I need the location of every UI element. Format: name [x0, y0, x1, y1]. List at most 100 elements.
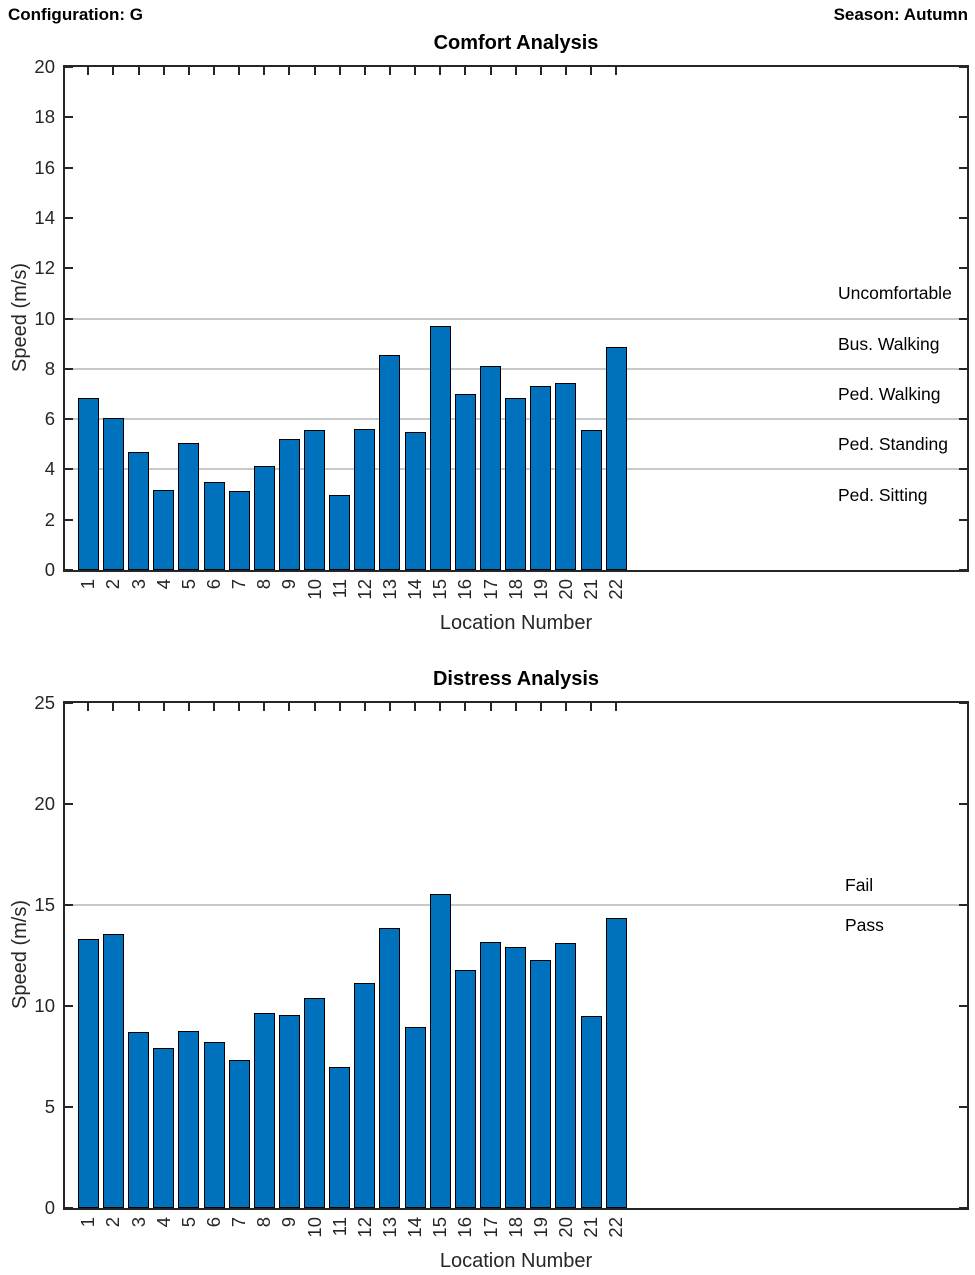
distress-plot-area: 0 5 10 15 20 25 1 2 3 4 5 6 7 8 9 10 11 12 13 14 15 16 17 18 19 2…: [34, 692, 969, 1238]
bar: [77, 939, 99, 1208]
y-tick-mark: [65, 1005, 73, 1007]
y-tick-mark: [65, 904, 73, 906]
bar: [102, 417, 124, 570]
bar: [102, 934, 124, 1208]
y-tick-label: 18: [34, 106, 55, 128]
y-tick-mark: [959, 317, 967, 320]
x-tick-label: 17: [479, 1217, 501, 1238]
bar: [379, 354, 401, 570]
y-tick-label: 0: [44, 559, 55, 580]
y-tick-mark: [959, 1005, 967, 1007]
bar: [454, 969, 476, 1208]
x-tick-mark: [162, 703, 165, 711]
y-tick-mark: [959, 569, 967, 571]
comfort-x-axis-label: Location Number: [439, 612, 593, 634]
x-tick-mark: [238, 67, 241, 75]
x-tick-label: 15: [429, 579, 451, 600]
bar: [228, 490, 250, 570]
x-tick-label: 12: [353, 1217, 375, 1238]
bar: [530, 959, 552, 1208]
bar: [480, 366, 502, 570]
y-tick-mark: [959, 1207, 967, 1209]
bar: [480, 942, 502, 1208]
x-tick-label: 2: [102, 1217, 124, 1228]
x-tick-mark: [238, 703, 241, 711]
bar: [228, 1059, 250, 1208]
y-tick-mark: [959, 468, 967, 471]
x-tick-mark: [514, 703, 517, 711]
x-tick-mark: [564, 67, 567, 75]
x-tick-label: 7: [228, 579, 250, 590]
x-tick-mark: [439, 703, 442, 711]
x-tick-mark: [313, 703, 316, 711]
bar: [605, 918, 627, 1208]
x-tick-mark: [590, 703, 593, 711]
threshold-line: [65, 367, 967, 370]
y-tick-mark: [65, 569, 73, 571]
y-tick-label: 16: [34, 156, 55, 178]
bar: [128, 1032, 150, 1208]
bar: [304, 997, 326, 1208]
x-tick-mark: [564, 703, 567, 711]
threshold-label: Fail: [845, 874, 874, 895]
y-tick-mark: [959, 116, 967, 119]
x-tick-label: 7: [228, 1217, 250, 1228]
x-tick-mark: [388, 703, 391, 711]
x-tick-label: 3: [127, 579, 149, 590]
x-tick-label: 18: [504, 1217, 526, 1238]
x-tick-mark: [112, 703, 115, 711]
x-tick-mark: [187, 703, 190, 711]
x-tick-label: 16: [454, 1217, 476, 1238]
bar: [329, 1066, 351, 1208]
x-tick-mark: [363, 703, 366, 711]
x-tick-mark: [288, 703, 291, 711]
x-tick-label: 5: [177, 1217, 199, 1228]
x-tick-mark: [112, 67, 115, 75]
x-tick-mark: [464, 67, 467, 75]
threshold-label: Pass: [845, 915, 884, 936]
y-tick-mark: [65, 317, 73, 320]
bar: [429, 893, 451, 1208]
bar: [153, 489, 175, 570]
y-tick-mark: [65, 803, 73, 805]
x-tick-mark: [137, 703, 140, 711]
y-tick-label: 20: [34, 793, 55, 814]
x-tick-label: 8: [253, 579, 275, 590]
bar: [605, 347, 627, 570]
x-tick-label: 21: [580, 1217, 602, 1238]
y-tick-mark: [65, 166, 73, 169]
x-tick-mark: [489, 67, 492, 75]
y-tick-mark: [65, 518, 73, 521]
x-tick-mark: [414, 67, 417, 75]
bar: [329, 494, 351, 570]
threshold-label: Ped. Walking: [838, 383, 941, 404]
x-tick-mark: [539, 703, 542, 711]
x-tick-label: 9: [278, 579, 300, 590]
y-tick-mark: [65, 216, 73, 219]
y-tick-mark: [959, 367, 967, 370]
x-tick-label: 11: [328, 579, 350, 599]
bar: [454, 393, 476, 570]
threshold-line: [65, 317, 967, 320]
threshold-line: [65, 904, 967, 906]
y-tick-mark: [65, 267, 73, 270]
bar: [404, 1027, 426, 1208]
threshold-label: Bus. Walking: [838, 333, 940, 354]
y-tick-label: 0: [44, 1197, 55, 1218]
x-tick-label: 18: [504, 579, 526, 600]
bar: [278, 439, 300, 570]
x-tick-label: 20: [554, 579, 576, 600]
season-label: Season: Autumn: [833, 5, 968, 24]
comfort-chart-title: Comfort Analysis: [433, 32, 599, 54]
y-tick-mark: [65, 468, 73, 471]
x-tick-mark: [87, 67, 90, 75]
y-tick-mark: [959, 418, 967, 421]
y-tick-mark: [65, 1207, 73, 1209]
y-tick-label: 14: [34, 206, 55, 228]
x-tick-mark: [464, 703, 467, 711]
x-tick-mark: [338, 67, 341, 75]
x-tick-mark: [414, 703, 417, 711]
x-tick-label: 13: [378, 579, 400, 600]
y-tick-label: 25: [34, 692, 55, 713]
